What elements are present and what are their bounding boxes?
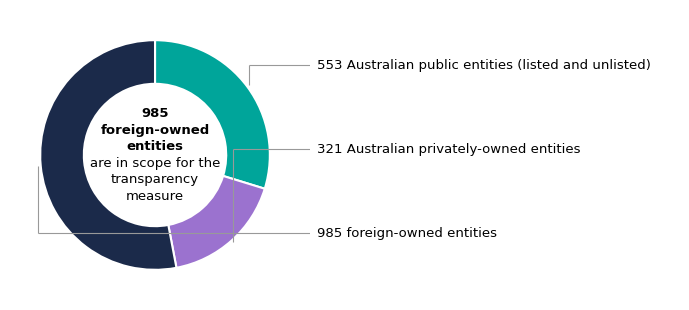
Text: measure: measure: [126, 190, 184, 203]
Text: 321 Australian privately-owned entities: 321 Australian privately-owned entities: [317, 143, 580, 156]
Wedge shape: [155, 40, 270, 189]
Text: transparency: transparency: [111, 174, 199, 187]
Text: entities: entities: [127, 140, 183, 153]
Wedge shape: [40, 40, 176, 270]
Text: 553 Australian public entities (listed and unlisted): 553 Australian public entities (listed a…: [317, 59, 651, 72]
Text: 985: 985: [141, 107, 169, 120]
Text: are in scope for the: are in scope for the: [90, 157, 220, 170]
Wedge shape: [168, 176, 265, 268]
Text: 985 foreign-owned entities: 985 foreign-owned entities: [317, 227, 497, 240]
Text: foreign-owned: foreign-owned: [101, 123, 209, 136]
